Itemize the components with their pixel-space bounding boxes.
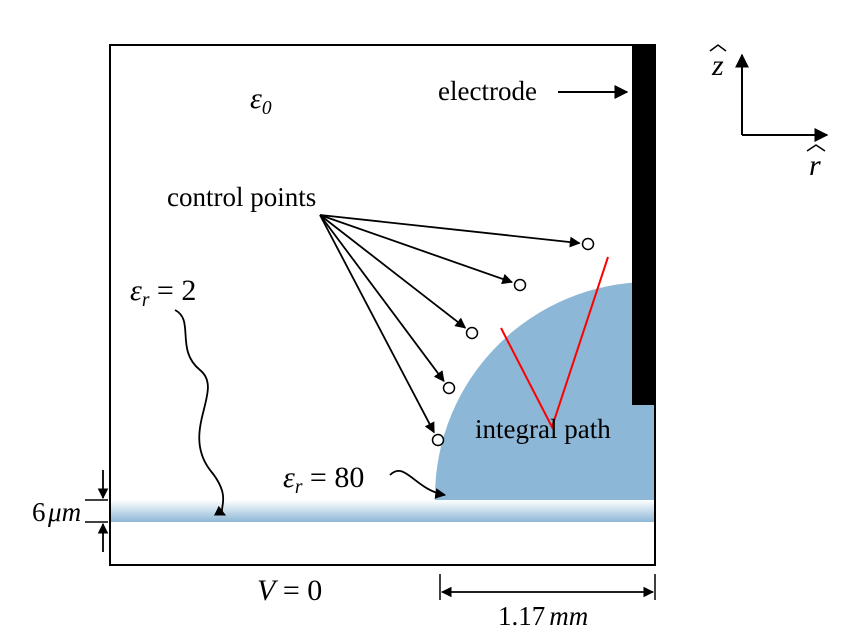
label-eps0: ε0 [250,82,272,119]
label-electrode: electrode [438,76,537,106]
eps-r2-pointer [175,310,225,515]
thin-layer [110,500,655,522]
svg-text:1.17mm: 1.17mm [498,601,588,630]
svg-text:μm: μm [47,497,81,527]
electrode-bar [632,45,655,405]
coordinate-axes: zr [710,45,827,182]
label-eps-r80: εr = 80 [283,461,364,498]
label-V0: V = 0 [257,574,322,607]
thickness-dimension: 6μm [32,470,108,552]
svg-text:z: z [711,49,724,82]
width-dimension: 1.17mm [440,574,655,630]
label-control-points: control points [167,182,316,212]
svg-text:r: r [809,149,821,182]
svg-text:6: 6 [32,497,46,527]
label-eps-r2: εr = 2 [130,274,196,311]
label-integral-path: integral path [475,414,611,444]
